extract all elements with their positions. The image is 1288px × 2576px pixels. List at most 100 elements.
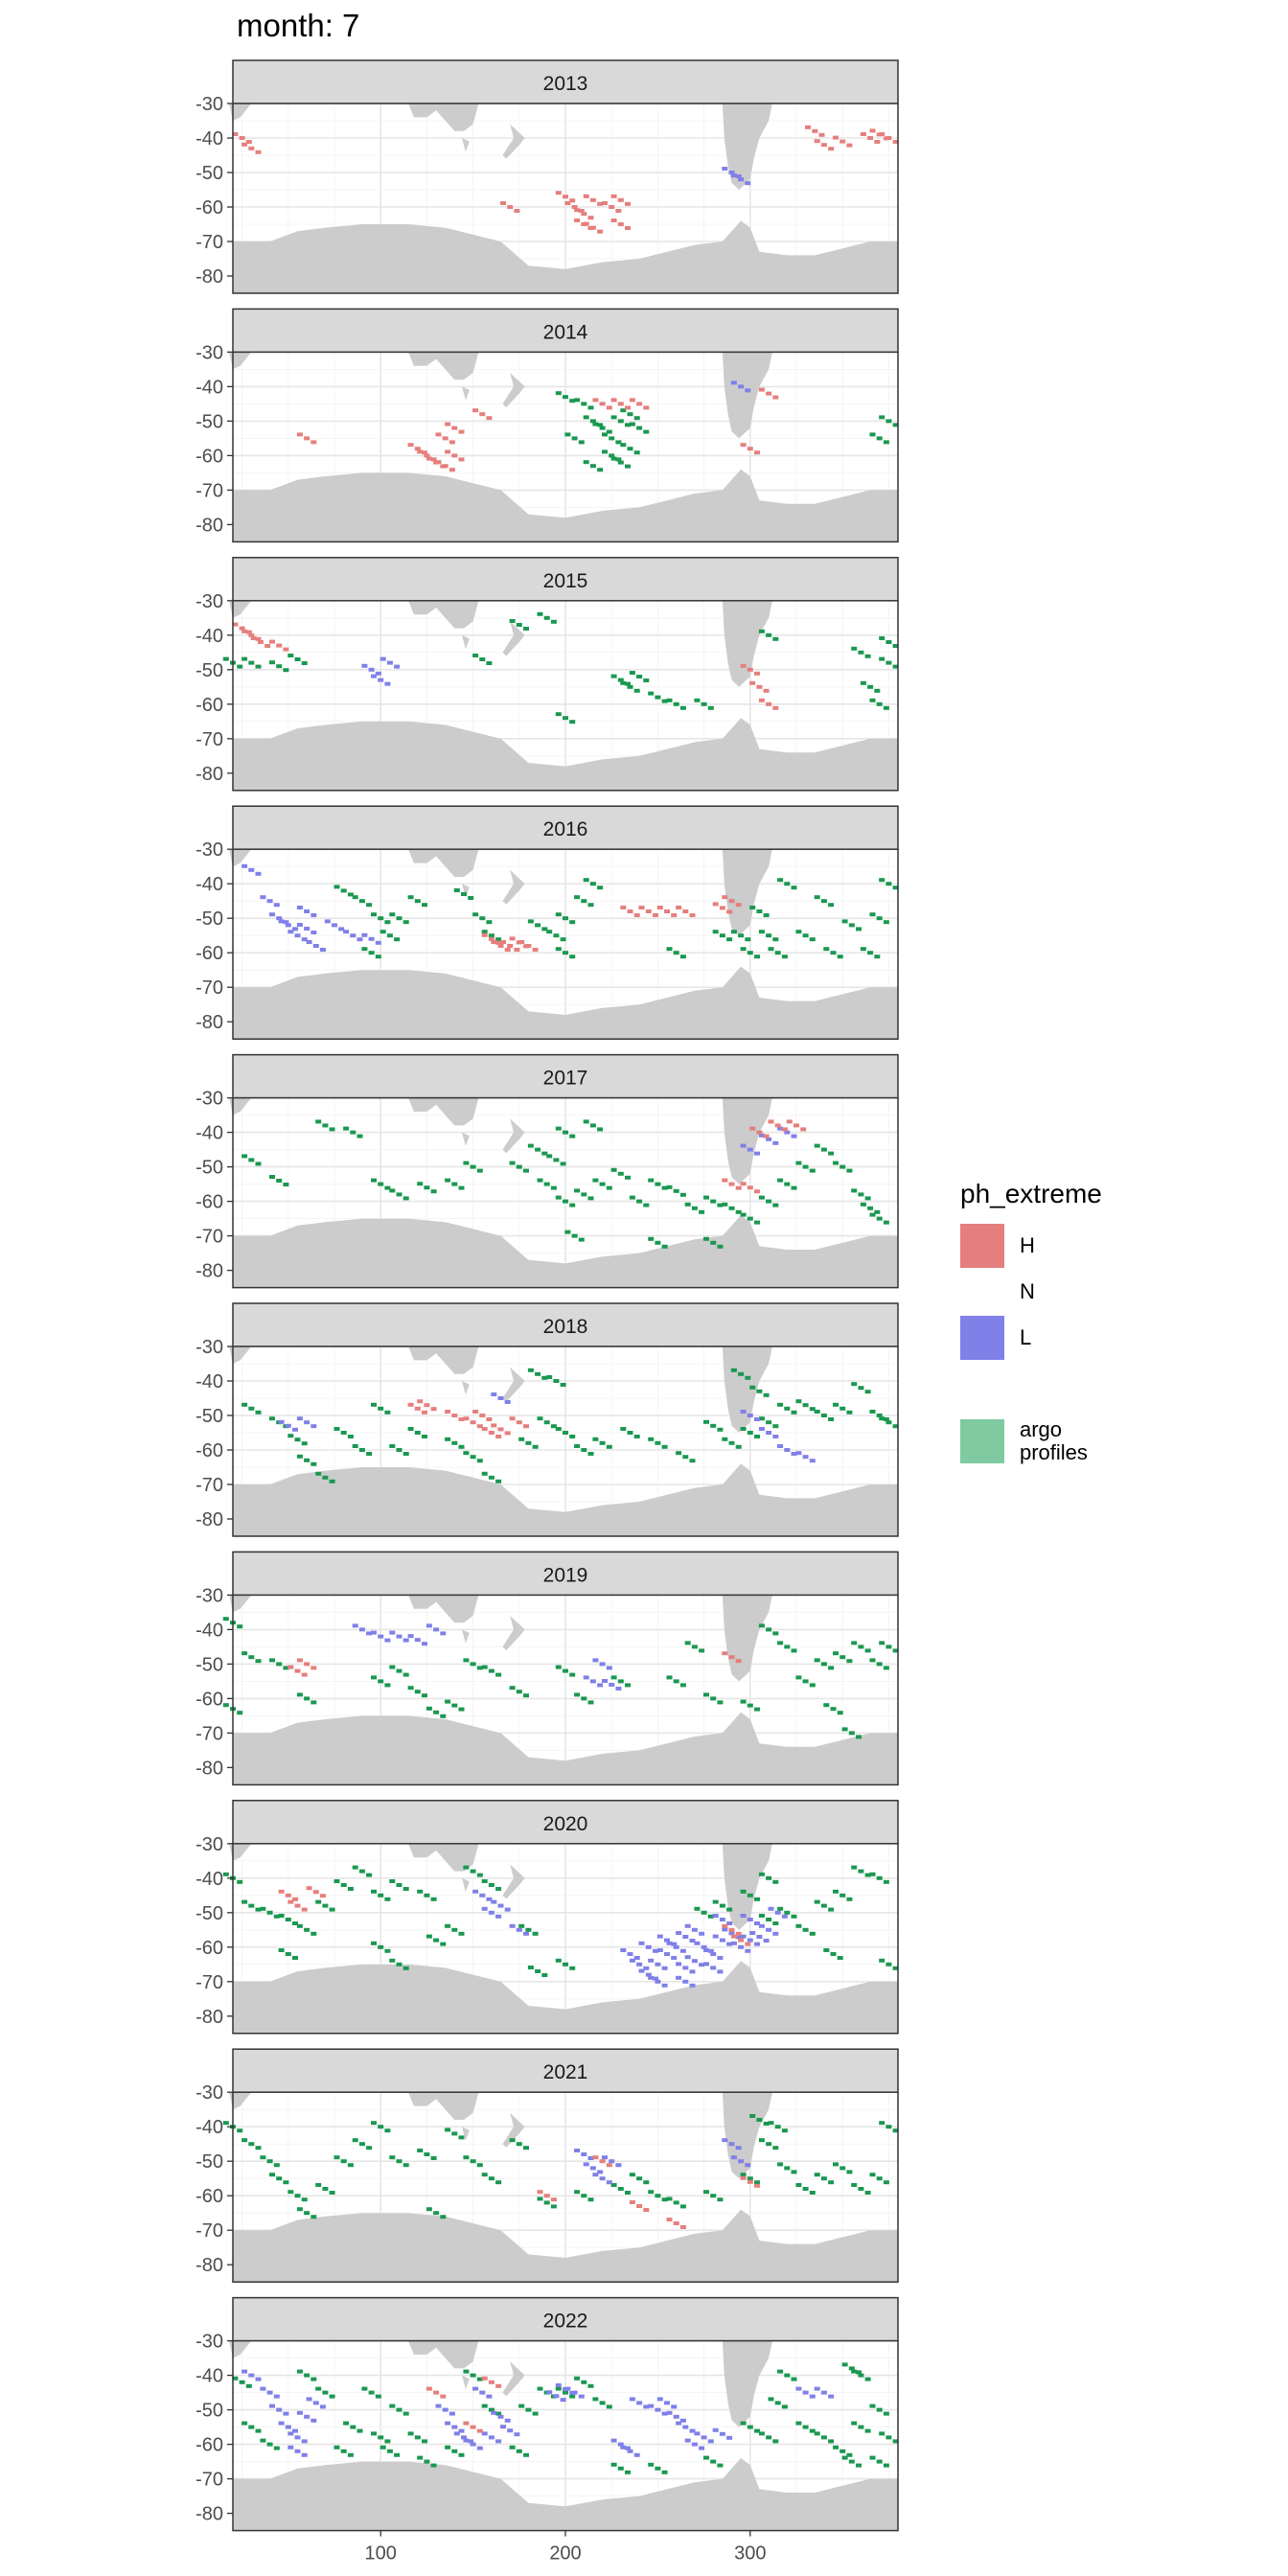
- facet-panel-2019: 2019-30-40-50-60-70-80: [196, 1551, 899, 1786]
- argo-cell: [851, 646, 858, 651]
- argo-cell: [777, 2162, 784, 2167]
- y-tick-label: -60: [196, 943, 223, 964]
- land-australia: [408, 1097, 479, 1126]
- argo-cell: [553, 933, 560, 938]
- argo-cell: [597, 1127, 604, 1132]
- argo-cell: [599, 1182, 606, 1186]
- land-tasmania: [462, 634, 470, 650]
- ph-high-cell: [294, 1668, 301, 1673]
- argo-cell: [560, 1162, 566, 1166]
- argo-cell: [840, 1655, 846, 1660]
- argo-cell: [445, 2128, 451, 2132]
- argo-cell: [451, 1703, 458, 1708]
- argo-cell: [846, 2170, 853, 2174]
- ph-high-cell: [745, 1942, 751, 1946]
- argo-cell: [814, 1899, 820, 1904]
- argo-cell: [766, 1420, 772, 1425]
- argo-cell: [476, 1666, 483, 1670]
- argo-cell: [655, 2466, 661, 2471]
- ph-low-cell: [747, 1918, 753, 1921]
- argo-cell: [340, 888, 347, 893]
- ph-low-cell: [560, 2398, 566, 2403]
- argo-cell: [310, 2377, 317, 2381]
- ph-low-cell: [717, 1956, 724, 1960]
- ph-low-cell: [701, 2435, 707, 2440]
- ph-high-cell: [564, 201, 571, 205]
- argo-cell: [841, 1727, 848, 1732]
- argo-cell: [851, 1641, 858, 1645]
- ph-low-cell: [296, 2410, 303, 2415]
- ph-low-cell: [248, 2373, 255, 2378]
- argo-cell: [488, 2407, 494, 2412]
- land-new-zealand: [502, 373, 525, 407]
- argo-cell: [310, 2215, 317, 2220]
- argo-cell: [879, 2431, 886, 2436]
- ph-low-cell: [422, 1642, 427, 1646]
- argo-cell: [343, 1126, 350, 1131]
- argo-cell: [648, 1437, 655, 1441]
- ph-low-cell: [615, 1687, 622, 1690]
- ph-high-cell: [488, 936, 494, 941]
- argo-cell: [472, 654, 479, 657]
- argo-cell: [661, 1244, 668, 1249]
- argo-cell: [772, 2146, 779, 2150]
- y-tick-label: -50: [196, 163, 223, 184]
- land-africa: [229, 1843, 252, 1861]
- ph-low-cell: [774, 1910, 781, 1915]
- facet-panel-2021: 2021-30-40-50-60-70-80: [196, 2048, 899, 2283]
- ph-high-cell: [820, 143, 827, 148]
- ph-low-cell: [791, 1452, 797, 1456]
- ph-low-cell: [645, 1972, 652, 1977]
- argo-cell: [856, 1735, 862, 1739]
- argo-cell: [883, 920, 889, 925]
- ph-low-cell: [371, 674, 377, 678]
- facet-strip: [232, 308, 899, 354]
- ph-high-cell: [602, 201, 608, 205]
- argo-cell: [740, 2173, 747, 2177]
- ph-low-cell: [766, 1431, 772, 1435]
- ph-high-cell: [682, 909, 689, 913]
- argo-cell: [620, 1427, 627, 1431]
- argo-cell: [322, 1123, 329, 1128]
- y-tick-label: -50: [196, 411, 223, 432]
- argo-cell: [766, 2435, 772, 2440]
- ph-high-cell: [722, 1178, 728, 1183]
- argo-cell: [301, 2197, 308, 2202]
- ph-high-cell: [479, 412, 486, 417]
- ph-high-cell: [728, 1182, 735, 1186]
- ph-high-cell: [507, 205, 514, 209]
- ph-low-cell: [414, 1638, 421, 1643]
- ph-low-cell: [664, 1938, 670, 1943]
- ph-high-cell: [232, 622, 239, 627]
- y-tick-label: -40: [196, 2117, 223, 2138]
- ph-high-cell: [610, 194, 617, 198]
- argo-cell: [445, 1178, 451, 1183]
- argo-cell: [481, 1665, 488, 1669]
- argo-cell: [846, 1410, 853, 1414]
- argo-cell: [402, 1966, 409, 1970]
- argo-cell: [396, 2407, 402, 2412]
- argo-cell: [617, 1679, 624, 1684]
- argo-cell: [371, 2121, 377, 2126]
- ph-low-cell: [352, 1623, 358, 1628]
- ph-low-cell: [343, 930, 350, 934]
- argo-cell: [879, 1416, 886, 1421]
- argo-cell: [371, 1941, 377, 1945]
- ph-high-cell: [754, 671, 760, 676]
- argo-cell: [518, 2404, 525, 2408]
- argo-cell: [766, 1875, 772, 1880]
- argo-cell: [754, 1897, 760, 1901]
- argo-cell: [347, 1887, 354, 1891]
- argo-cell: [451, 1440, 458, 1445]
- argo-cell: [620, 443, 627, 448]
- argo-cell: [386, 933, 393, 938]
- argo-cell: [248, 660, 255, 665]
- argo-cell: [525, 1440, 532, 1445]
- argo-cell: [701, 1910, 707, 1915]
- y-tick-label: -70: [196, 1723, 223, 1744]
- ph-low-cell: [248, 867, 255, 872]
- argo-cell: [784, 2166, 791, 2171]
- argo-cell: [860, 1202, 866, 1207]
- argo-cell: [763, 913, 770, 917]
- argo-cell: [633, 688, 640, 693]
